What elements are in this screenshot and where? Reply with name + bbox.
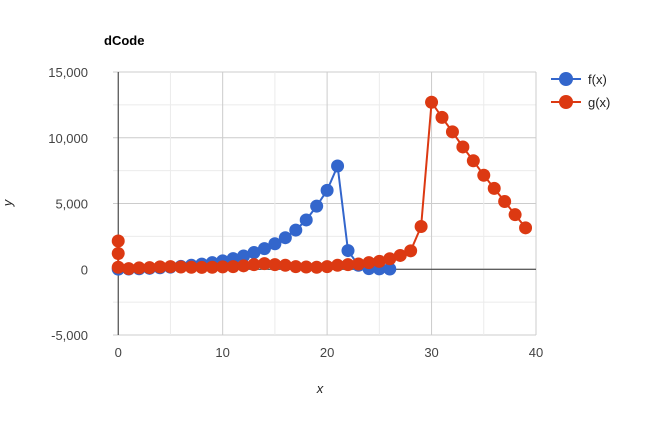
data-point <box>341 258 355 272</box>
legend: f(x) g(x) <box>551 72 610 110</box>
data-point <box>320 260 334 274</box>
data-point <box>247 258 261 272</box>
data-point <box>508 208 522 222</box>
data-point <box>278 231 292 245</box>
data-point <box>331 258 345 272</box>
data-point <box>519 221 533 235</box>
data-point <box>425 95 439 109</box>
data-point <box>205 260 219 274</box>
data-point <box>393 248 407 262</box>
legend-marker <box>559 95 573 109</box>
x-tick-label: 20 <box>320 345 334 360</box>
data-point <box>289 223 303 237</box>
data-point <box>132 261 146 275</box>
series-line <box>117 99 527 270</box>
data-point <box>456 140 470 154</box>
data-point <box>153 260 167 274</box>
data-point <box>289 260 303 274</box>
legend-label: g(x) <box>588 95 610 110</box>
legend-marker <box>559 72 573 86</box>
data-point <box>278 258 292 272</box>
data-point <box>226 260 240 274</box>
data-point <box>341 244 355 258</box>
x-tick-label: 40 <box>529 345 543 360</box>
data-point <box>445 125 459 139</box>
y-tick-label: 15,000 <box>48 65 88 80</box>
y-tick-label: -5,000 <box>51 328 88 343</box>
data-point <box>237 259 251 273</box>
data-point <box>477 168 491 182</box>
data-point <box>383 252 397 266</box>
y-axis-label: y <box>0 198 15 207</box>
x-tick-label: 30 <box>424 345 438 360</box>
y-tick-label: 10,000 <box>48 131 88 146</box>
data-point <box>414 220 428 234</box>
data-point <box>143 261 157 275</box>
data-point <box>331 159 345 173</box>
data-point <box>320 183 334 197</box>
x-tick-label: 0 <box>115 345 122 360</box>
data-point <box>310 260 324 274</box>
data-point <box>257 242 271 256</box>
data-point <box>498 195 512 209</box>
data-point <box>247 246 261 260</box>
data-point <box>111 260 125 274</box>
data-point <box>257 257 271 271</box>
data-point <box>174 260 188 274</box>
data-point <box>111 234 125 248</box>
chart-tick-labels: -5,000 0 5,000 10,000 15,000 0 10 20 30 40 <box>48 65 543 360</box>
y-tick-label: 5,000 <box>55 197 88 212</box>
y-tick-label: 0 <box>81 262 88 277</box>
data-point <box>466 154 480 168</box>
data-point <box>351 257 365 271</box>
data-point <box>195 260 209 274</box>
chart-grid <box>113 71 537 336</box>
data-point <box>163 260 177 274</box>
data-point <box>122 262 136 276</box>
data-point <box>216 260 230 274</box>
data-point <box>372 254 386 268</box>
data-point <box>404 244 418 258</box>
data-point <box>268 237 282 251</box>
data-point <box>237 249 251 263</box>
data-point <box>383 262 397 276</box>
chart-series <box>111 95 533 276</box>
data-point <box>435 110 449 124</box>
legend-label: f(x) <box>588 72 607 87</box>
data-point <box>362 256 376 270</box>
data-point <box>268 258 282 272</box>
data-point <box>310 199 324 213</box>
data-point <box>299 213 313 227</box>
x-axis-label: x <box>316 381 324 396</box>
data-point <box>184 260 198 274</box>
data-point <box>487 181 501 195</box>
data-point <box>299 260 313 274</box>
x-tick-label: 10 <box>215 345 229 360</box>
chart-title: dCode <box>104 33 144 48</box>
data-point <box>111 246 125 260</box>
series-g <box>111 95 533 276</box>
